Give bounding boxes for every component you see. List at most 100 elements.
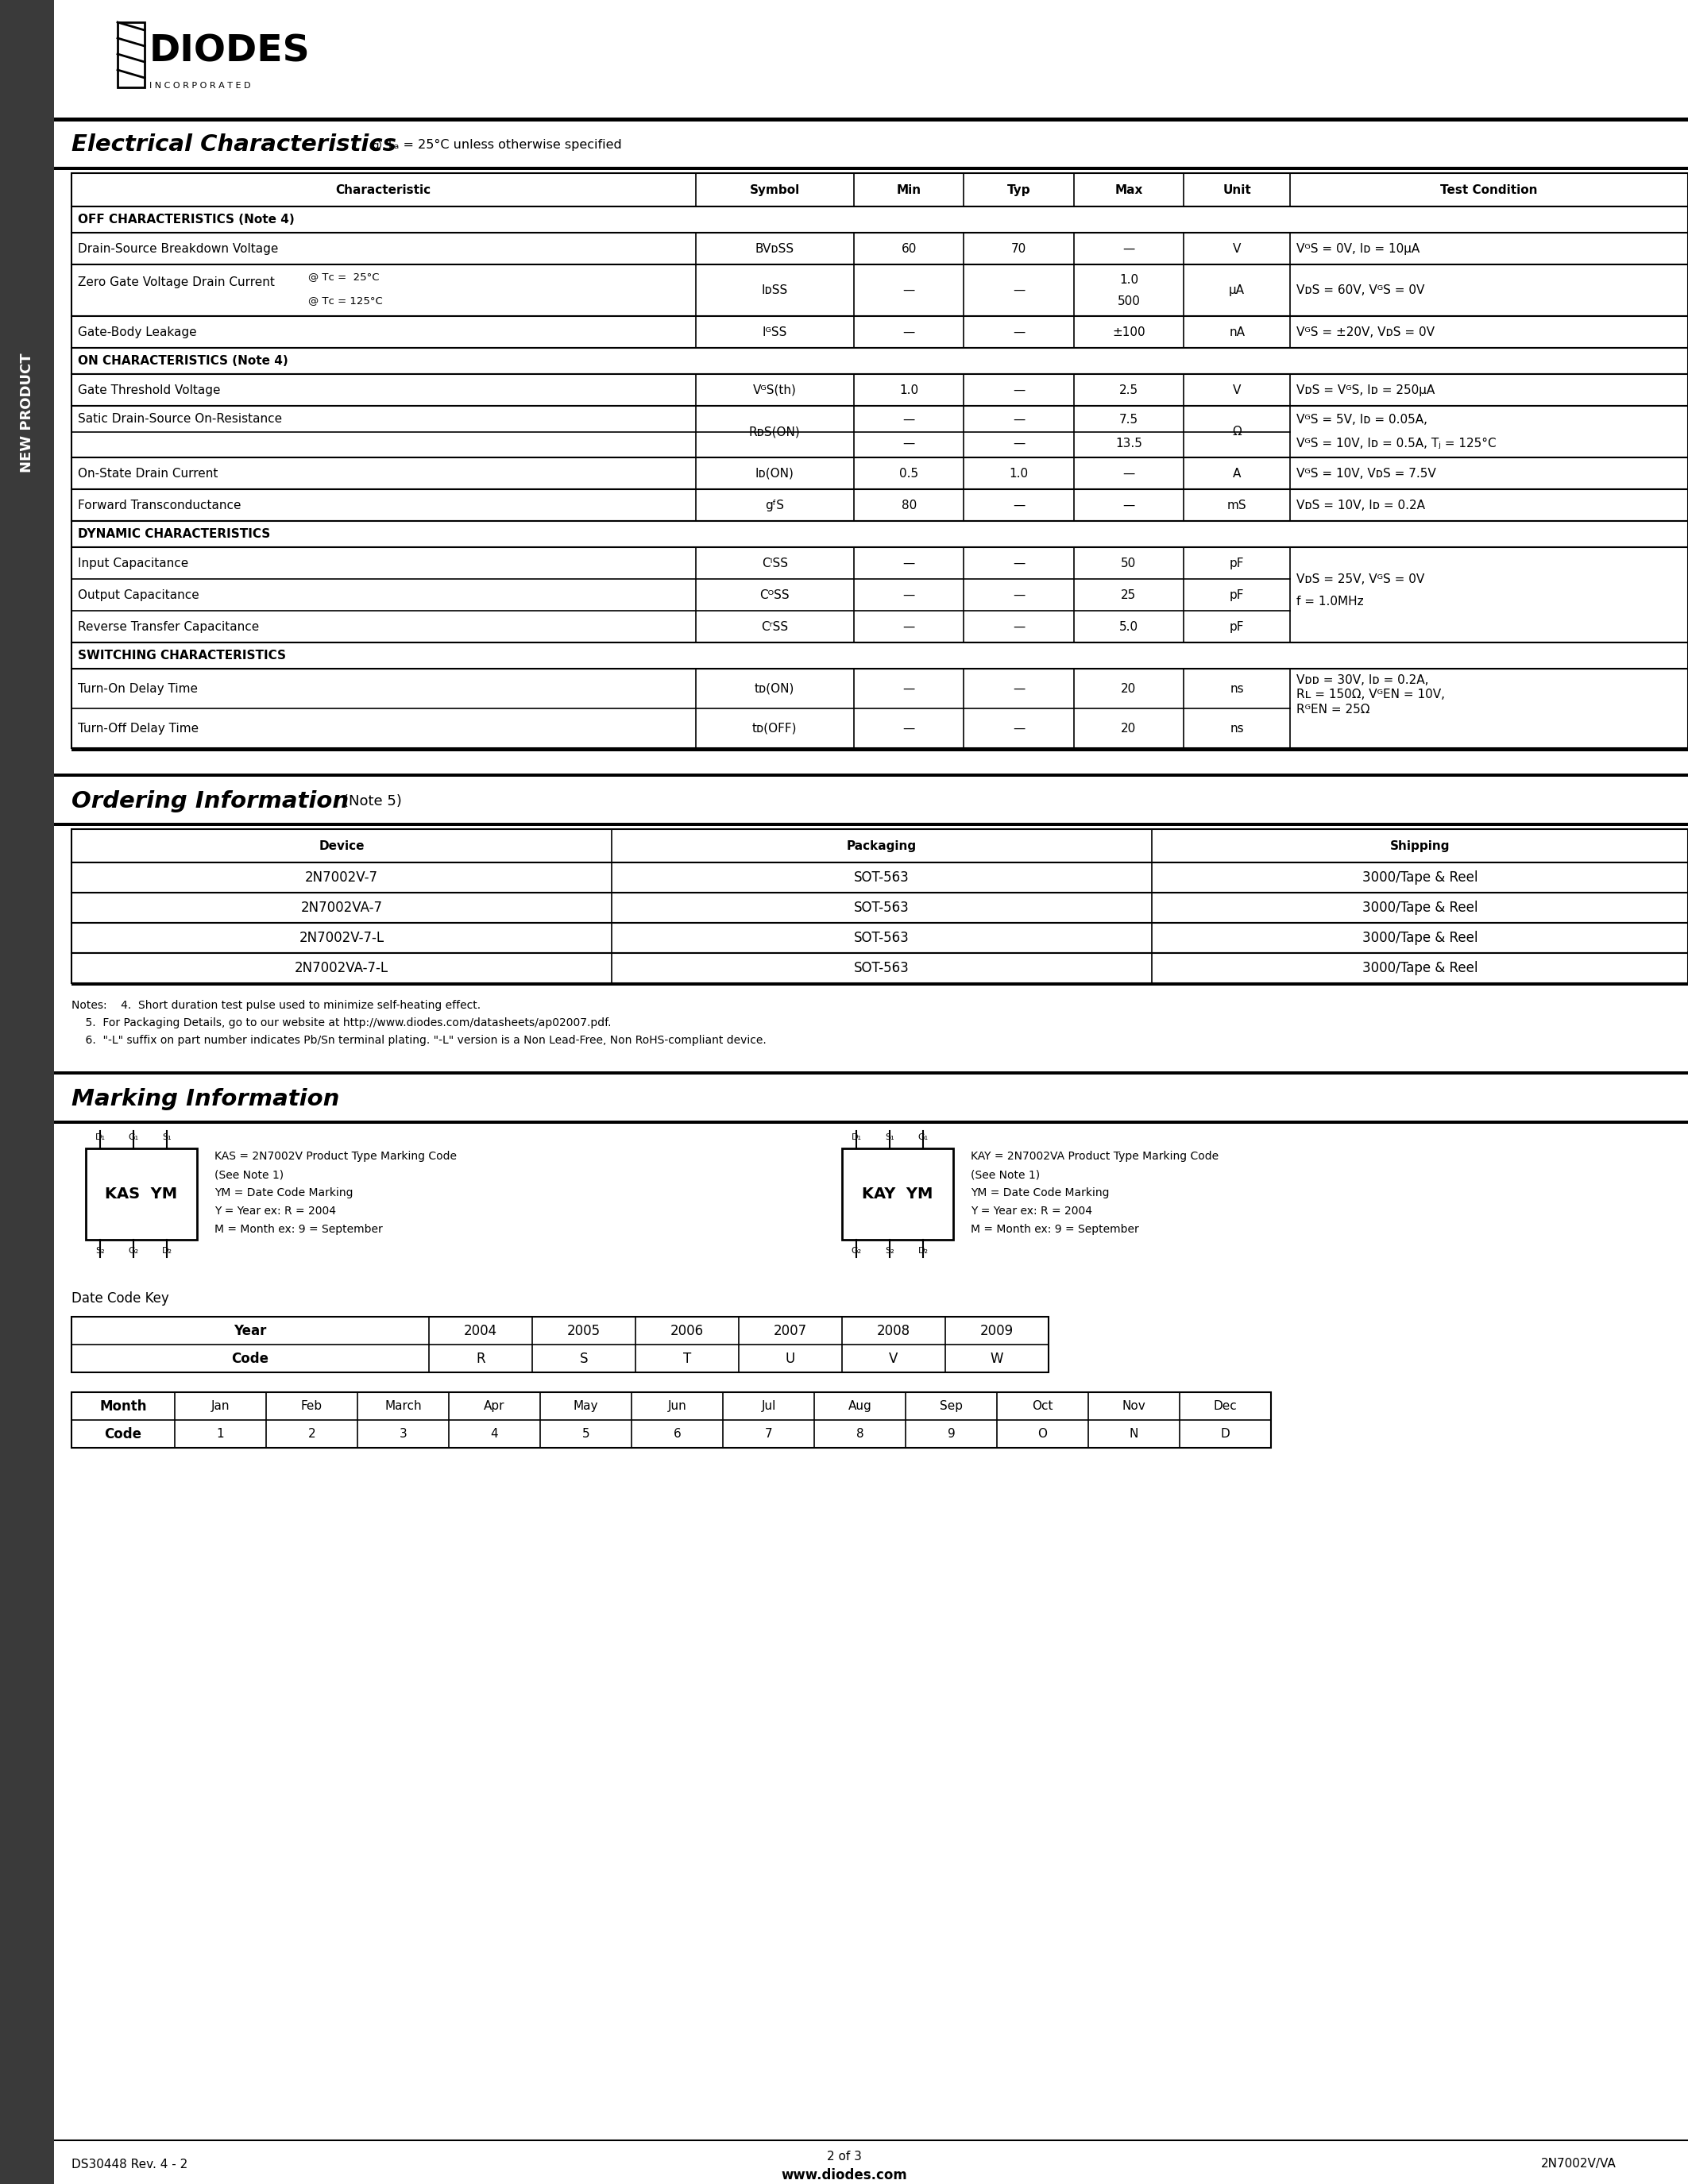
Bar [71,983,1688,985]
Text: D₂: D₂ [918,1247,928,1256]
Text: 6.  "-L" suffix on part number indicates Pb/Sn terminal plating. "-L" version is: 6. "-L" suffix on part number indicates … [71,1035,766,1046]
Text: A: A [1232,467,1241,478]
Text: M = Month ex: 9 = September: M = Month ex: 9 = September [971,1223,1139,1234]
Text: mS: mS [1227,500,1247,511]
Bar [54,1072,1688,1075]
Bar [71,347,1688,373]
Text: Gate-Body Leakage: Gate-Body Leakage [78,325,197,339]
Text: Typ: Typ [1008,183,1031,197]
Text: @ Tᴄ = 125°C: @ Tᴄ = 125°C [309,295,383,306]
Text: S₁: S₁ [162,1133,172,1142]
Text: 1: 1 [216,1428,225,1439]
Text: I N C O R P O R A T E D: I N C O R P O R A T E D [149,81,250,90]
Text: www.diodes.com: www.diodes.com [782,2169,906,2182]
Text: CᴼSS: CᴼSS [760,590,790,601]
Text: Packaging: Packaging [847,841,917,852]
Text: RᴳEN = 25Ω: RᴳEN = 25Ω [1296,703,1371,716]
Text: Jun: Jun [668,1400,687,1413]
Text: (See Note 1): (See Note 1) [971,1168,1040,1179]
Text: ±100: ±100 [1112,325,1144,339]
Text: U: U [785,1352,795,1365]
Text: —: — [1123,242,1134,256]
Bar [71,548,1688,642]
Text: 70: 70 [1011,242,1026,256]
Bar [71,893,1688,924]
Bar [71,234,1688,264]
Text: Drain-Source Breakdown Voltage: Drain-Source Breakdown Voltage [78,242,279,256]
Text: VᴅS = 25V, VᴳS = 0V: VᴅS = 25V, VᴳS = 0V [1296,572,1425,585]
Text: Jan: Jan [211,1400,230,1413]
Text: SOT-563: SOT-563 [854,961,910,976]
Text: —: — [903,620,915,633]
Text: —: — [1013,384,1025,395]
Bar [71,830,1688,863]
Text: gᶠS: gᶠS [765,500,785,511]
Text: 2004: 2004 [464,1324,498,1339]
Text: ns: ns [1231,684,1244,695]
Text: 2008: 2008 [878,1324,910,1339]
Text: S₂: S₂ [885,1247,895,1256]
Text: (Note 5): (Note 5) [343,795,402,808]
Bar [71,207,1688,234]
Text: R: R [476,1352,484,1365]
Text: —: — [903,437,915,450]
Text: 4: 4 [491,1428,498,1439]
Text: (See Note 1): (See Note 1) [214,1168,284,1179]
Text: V: V [1232,242,1241,256]
Text: ns: ns [1231,723,1244,734]
Text: YM = Date Code Marking: YM = Date Code Marking [214,1188,353,1199]
Text: V: V [890,1352,898,1365]
Text: 2009: 2009 [981,1324,1013,1339]
Text: Shipping: Shipping [1389,841,1450,852]
Text: —: — [1123,467,1134,478]
Text: V: V [1232,384,1241,395]
Text: DS30448 Rev. 4 - 2: DS30448 Rev. 4 - 2 [71,2158,187,2171]
Text: CᴵSS: CᴵSS [761,557,788,570]
Text: 7: 7 [765,1428,773,1439]
Text: Month: Month [100,1400,147,1413]
Text: Notes:    4.  Short duration test pulse used to minimize self-heating effect.: Notes: 4. Short duration test pulse used… [71,1000,481,1011]
Text: —: — [1013,413,1025,426]
Text: —: — [903,284,915,297]
Bar [71,668,1688,749]
Text: pF: pF [1229,590,1244,601]
Text: KAS = 2N7002V Product Type Marking Code: KAS = 2N7002V Product Type Marking Code [214,1151,457,1162]
Text: 2N7002V/VA: 2N7002V/VA [1541,2158,1617,2171]
Bar [71,863,1688,893]
Text: —: — [1013,437,1025,450]
Text: 3: 3 [400,1428,407,1439]
Text: YM = Date Code Marking: YM = Date Code Marking [971,1188,1109,1199]
Bar [71,924,1688,952]
Bar [71,1317,1048,1372]
Text: 3000/Tape & Reel: 3000/Tape & Reel [1362,930,1477,946]
Text: 5.  For Packaging Details, go to our website at http://www.diodes.com/datasheets: 5. For Packaging Details, go to our webs… [71,1018,611,1029]
Text: Reverse Transfer Capacitance: Reverse Transfer Capacitance [78,620,260,633]
Text: Symbol: Symbol [749,183,800,197]
Text: 60: 60 [901,242,917,256]
Text: pF: pF [1229,620,1244,633]
Text: @ Tᴄ =  25°C: @ Tᴄ = 25°C [309,271,380,282]
Text: G₁: G₁ [918,1133,928,1142]
Text: SOT-563: SOT-563 [854,930,910,946]
Text: —: — [1013,500,1025,511]
Text: S: S [579,1352,587,1365]
Bar [71,264,1688,317]
Bar [54,1120,1688,1125]
Text: Gate Threshold Voltage: Gate Threshold Voltage [78,384,221,395]
Text: May: May [574,1400,598,1413]
Text: Date Code Key: Date Code Key [71,1291,169,1306]
Text: KAY = 2N7002VA Product Type Marking Code: KAY = 2N7002VA Product Type Marking Code [971,1151,1219,1162]
Text: D₁: D₁ [95,1133,105,1142]
Text: Ordering Information: Ordering Information [71,791,349,812]
Bar [71,1391,1271,1448]
Text: IᴅSS: IᴅSS [761,284,788,297]
Text: Year: Year [233,1324,267,1339]
Text: 2N7002VA-7-L: 2N7002VA-7-L [295,961,388,976]
Text: D₂: D₂ [162,1247,172,1256]
Text: SOT-563: SOT-563 [854,871,910,885]
Text: —: — [1013,723,1025,734]
Text: Vᴅᴅ = 30V, Iᴅ = 0.2A,: Vᴅᴅ = 30V, Iᴅ = 0.2A, [1296,675,1430,686]
Text: 2N7002VA-7: 2N7002VA-7 [300,900,383,915]
Text: Output Capacitance: Output Capacitance [78,590,199,601]
Text: VᴅS = 60V, VᴳS = 0V: VᴅS = 60V, VᴳS = 0V [1296,284,1425,297]
